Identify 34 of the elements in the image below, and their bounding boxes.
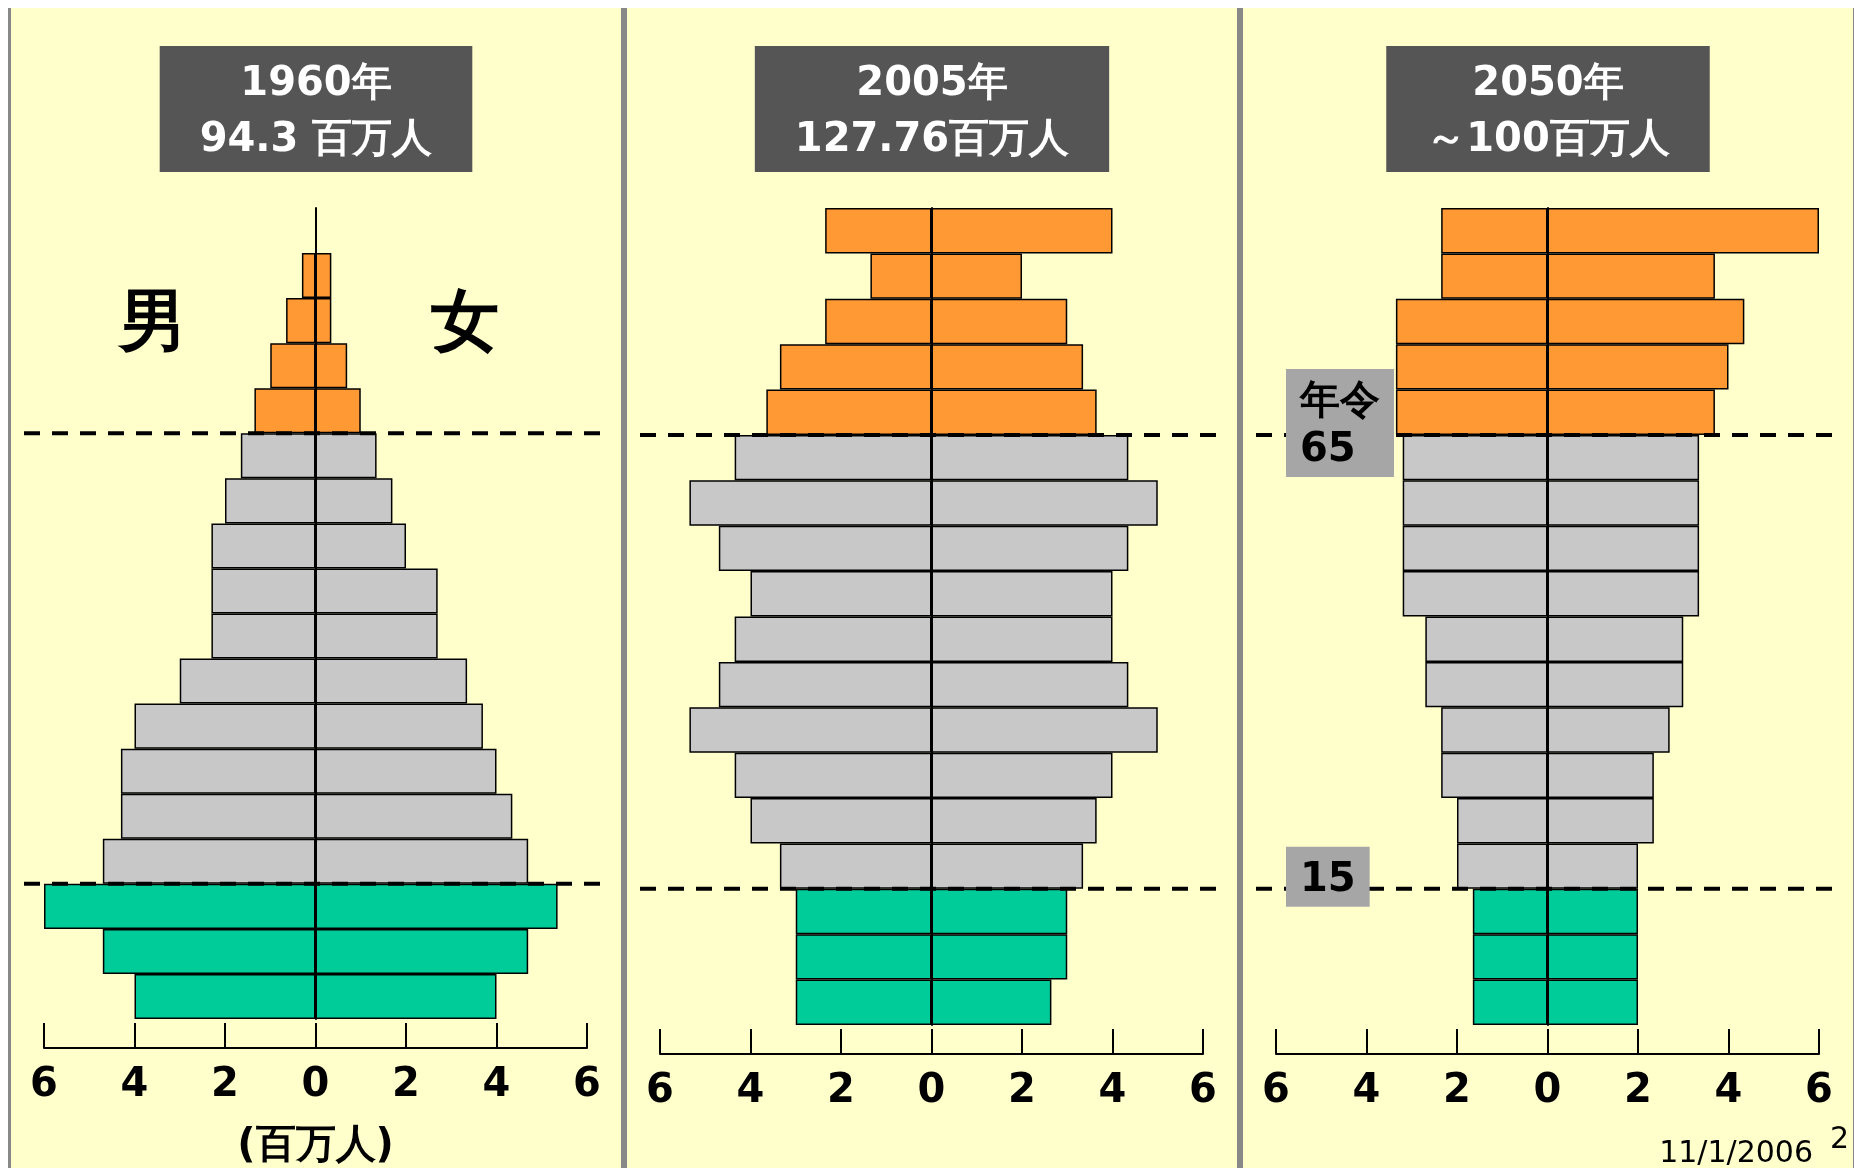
x-tick-label: 2 [211,1059,239,1105]
text: 2 [1829,1119,1850,1155]
x-tick-label: 2 [1624,1065,1652,1111]
x-tick-label: 6 [30,1059,58,1105]
x-tick-label: 0 [301,1059,330,1105]
chart-title: 2005年 [856,58,1008,104]
x-tick-label: 6 [1189,1065,1217,1111]
x-tick-label: 2 [827,1065,855,1111]
annotation: 15 [1300,853,1356,900]
x-axis-title: (百万人) [237,1120,394,1166]
text: 11/1/2006 [1659,1133,1813,1169]
x-tick-label: 0 [1533,1065,1562,1111]
chart-subtitle: 127.76百万人 [794,114,1071,160]
x-tick-label: 4 [482,1059,511,1105]
x-tick-label: 2 [1443,1065,1471,1111]
x-tick-label: 4 [120,1059,149,1105]
x-tick-label: 2 [392,1059,420,1105]
x-tick-label: 4 [1098,1065,1127,1111]
chart-subtitle: 94.3 百万人 [199,114,434,160]
x-tick-label: 4 [736,1065,765,1111]
x-tick-label: 4 [1352,1065,1381,1111]
x-tick-label: 4 [1714,1065,1743,1111]
x-tick-label: 6 [646,1065,674,1111]
series-label: 女 [430,281,499,361]
x-tick-label: 6 [1262,1065,1290,1111]
x-tick-label: 6 [573,1059,601,1105]
annotation: 年令 65 [1299,375,1380,470]
chart-title: 2050年 [1472,58,1624,104]
series-label: 男 [116,281,187,361]
chart-title: 1960年 [240,58,392,104]
chart-subtitle: ～100百万人 [1426,114,1671,160]
x-tick-label: 2 [1008,1065,1036,1111]
x-tick-label: 0 [917,1065,946,1111]
x-tick-label: 6 [1805,1065,1833,1111]
